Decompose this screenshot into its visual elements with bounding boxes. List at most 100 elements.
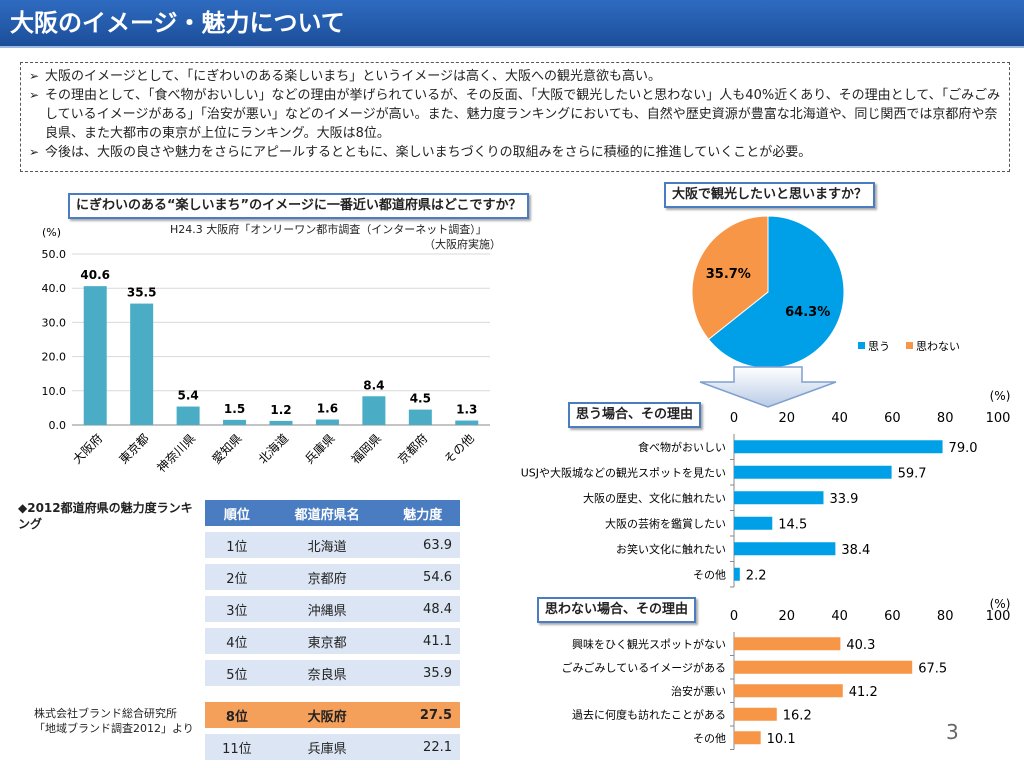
bar-chart-question: にぎわいのある“楽しいまち”のイメージに一番近い都道府県はどこですか？	[68, 193, 530, 219]
bar	[734, 440, 943, 454]
x-tick-label: 60	[884, 411, 901, 426]
ranking-row: 1位 北海道 63.9	[205, 532, 460, 558]
ranking-row: 3位 沖縄県 48.4	[205, 596, 460, 622]
data-label: 14.5	[778, 517, 807, 532]
x-tick-label: 福岡県	[348, 431, 384, 467]
axis-unit: (%)	[990, 597, 1011, 611]
y-axis-unit: (%)	[42, 226, 61, 239]
bar	[130, 303, 154, 425]
legend-label: 思う	[868, 340, 890, 353]
rank-cell: 2位	[205, 564, 269, 590]
x-tick-label: 60	[884, 609, 901, 624]
bullet-arrow-icon: ➢	[29, 145, 40, 159]
legend-swatch	[858, 342, 865, 349]
bar	[734, 516, 773, 530]
rank-cell: 1位	[205, 532, 269, 558]
data-label: 33.9	[829, 492, 858, 507]
title-bar: 大阪のイメージ・魅力について	[0, 0, 1024, 48]
bar	[734, 491, 824, 505]
data-label: 1.2	[270, 403, 291, 417]
bar	[362, 396, 386, 425]
ranking-row: 2位 京都府 54.6	[205, 564, 460, 590]
category-label: お笑い文化に触れたい	[616, 542, 726, 556]
category-label: USJや大阪城などの観光スポットを見たい	[521, 465, 726, 479]
ranking-row-highlight: 8位 大阪府 27.5	[205, 702, 460, 728]
ranking-row: 5位 奈良県 35.9	[205, 660, 460, 686]
bar	[83, 286, 107, 425]
y-tick-label: 0.0	[49, 419, 67, 432]
data-label: 41.2	[849, 685, 878, 700]
rank-cell: 4位	[205, 628, 269, 654]
x-tick-label: 愛知県	[209, 431, 244, 466]
x-tick-label: 東京都	[116, 431, 151, 466]
x-tick-label: 神奈川県	[154, 431, 198, 475]
data-label: 59.7	[898, 466, 927, 481]
down-arrow-icon	[699, 366, 837, 408]
bar	[223, 419, 247, 425]
data-label: 40.3	[846, 638, 875, 653]
rank-cell: 8位	[205, 702, 269, 728]
bar-chart-source-note: （大阪府実施）	[424, 238, 501, 251]
bar	[734, 684, 843, 698]
x-tick-label: 40	[831, 411, 848, 426]
pie-label: 35.7%	[706, 267, 751, 282]
prefecture-cell: 奈良県	[268, 660, 386, 686]
data-label: 4.5	[410, 392, 431, 406]
bar-chart-source: H24.3 大阪府「オンリーワン都市調査（インターネット調査）」	[170, 223, 487, 236]
pie-label: 64.3%	[785, 305, 830, 320]
bar	[455, 420, 479, 425]
category-label: その他	[693, 732, 726, 745]
summary-box: ➢ 大阪のイメージとして、「にぎわいのある楽しいまち」というイメージは高く、大阪へ…	[20, 62, 1010, 172]
category-label: ごみごみしているイメージがある	[562, 660, 726, 674]
x-tick-label: 大阪府	[69, 431, 105, 467]
pie-slice	[691, 215, 769, 341]
ranking-table: 順位 都道府県名 魅力度 1位 北海道 63.9 2位 京都府 54.6 3位 沖縄県 48.4…	[205, 494, 460, 766]
summary-bullet: ➢ 今後は、大阪の良さや魅力をさらにアピールするとともに、楽しいまちづくりの取組み…	[29, 143, 1001, 162]
bar	[408, 409, 432, 425]
x-tick-label: 0	[730, 411, 738, 426]
ranking-source-line: 株式会社ブランド総合研究所	[34, 707, 177, 720]
bar	[734, 660, 913, 674]
bar	[315, 419, 339, 425]
prefecture-cell: 東京都	[268, 628, 386, 654]
summary-text: その理由として、「食べ物がおいしい」などの理由が挙げられているが、その反面、「大…	[45, 88, 1001, 141]
x-tick-label: 100	[986, 411, 1011, 426]
reason-yes-bar-chart: (%) 0 20 40 60 80 100 79.0 食べ物がおいしい 59.7 USJや大阪城など…	[521, 389, 1011, 588]
bar	[734, 567, 740, 581]
score-cell: 63.9	[385, 532, 460, 558]
y-tick-label: 10.0	[42, 385, 67, 398]
x-tick-label: その他	[442, 431, 477, 466]
prefecture-header: 都道府県名	[268, 500, 386, 526]
score-header: 魅力度	[385, 500, 460, 526]
summary-text: 今後は、大阪の良さや魅力をさらにアピールするとともに、楽しいまちづくりの取組みを…	[45, 145, 812, 160]
data-label: 8.4	[363, 378, 384, 392]
category-label: その他	[693, 568, 726, 581]
bar	[734, 542, 836, 556]
score-cell: 35.9	[385, 660, 460, 686]
category-label: 大阪の芸術を鑑賞したい	[605, 516, 726, 530]
x-tick-label: 40	[831, 609, 848, 624]
category-label: 治安が悪い	[671, 684, 726, 698]
prefecture-cell: 京都府	[268, 564, 386, 590]
x-tick-label: 20	[779, 411, 796, 426]
score-cell: 41.1	[385, 628, 460, 654]
data-label: 38.4	[841, 543, 870, 558]
x-tick-label: 80	[937, 609, 954, 624]
prefecture-cell: 沖縄県	[268, 596, 386, 622]
prefecture-cell: 兵庫県	[268, 734, 386, 760]
bar	[176, 406, 200, 425]
sightseeing-pie-chart: 64.3% 35.7% 思う 思わない	[691, 215, 960, 369]
y-tick-label: 30.0	[42, 316, 67, 329]
category-label: 過去に何度も訪れたことがある	[572, 707, 726, 721]
page-number: 3	[946, 720, 959, 744]
data-label: 10.1	[767, 732, 796, 747]
ranking-source-line: 「地域ブランド調査2012」より	[34, 722, 194, 735]
pie-slice	[707, 215, 845, 369]
data-label: 1.5	[224, 402, 245, 416]
reason-no-bar-chart: (%) 0 20 40 60 80 100 40.3 興味をひく観光スポットがない 67.5 ごみご…	[562, 597, 1011, 750]
pie-chart-question: 大阪で観光したいと思いますか？	[664, 182, 876, 208]
rank-cell: 11位	[205, 734, 269, 760]
x-tick-label: 京都府	[394, 431, 430, 467]
data-label: 35.5	[127, 286, 157, 300]
bar	[734, 637, 841, 651]
